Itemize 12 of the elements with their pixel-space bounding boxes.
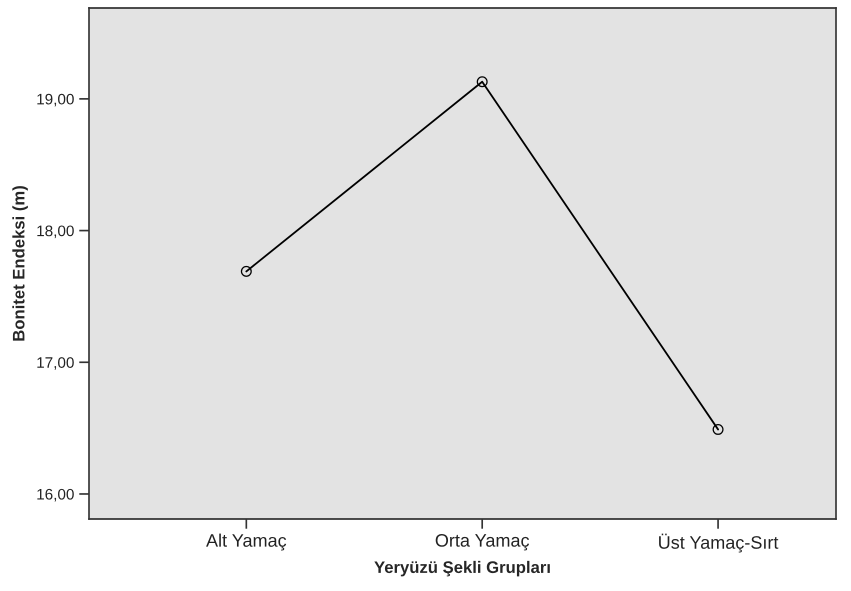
- point: [476, 76, 488, 88]
- x-tick-label: Üst Yamaç-Sırt: [659, 534, 778, 553]
- x-tick-label: Orta Yamaç: [436, 534, 530, 550]
- y-tick-label: 18,00: [37, 225, 74, 238]
- y-tick-label: 17,00: [37, 357, 74, 370]
- y-tick-label: 16,00: [37, 488, 74, 502]
- y-axis-title: Bonitet Endeksi (m): [12, 186, 28, 341]
- x-tick-label: Alt Yamaç: [206, 534, 286, 550]
- point: [240, 266, 252, 277]
- point: [712, 424, 724, 435]
- x-axis-title: Yeryüzü Şekli Grupları: [374, 560, 550, 576]
- y-tick-label: 19,00: [37, 94, 74, 106]
